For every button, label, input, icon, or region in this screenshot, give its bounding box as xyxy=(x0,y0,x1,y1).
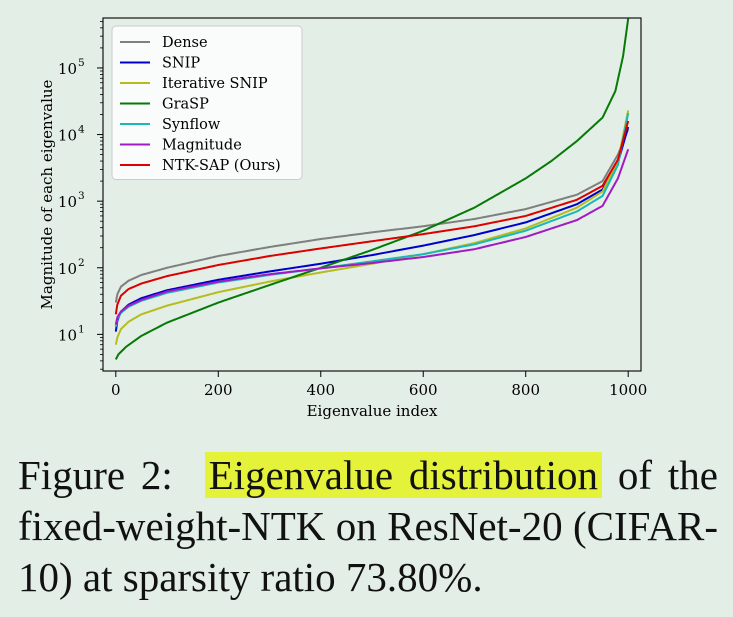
series-line-snip xyxy=(114,126,630,332)
plot-frame xyxy=(102,17,642,372)
legend-label: Synflow xyxy=(162,117,221,133)
y-tick-label: 10 xyxy=(58,260,77,278)
y-tick-label: 10 xyxy=(58,193,77,211)
series-line-magnitude xyxy=(114,148,630,325)
legend-label: Magnitude xyxy=(162,138,242,154)
series-line-dense xyxy=(114,128,630,303)
x-tick-label: 1000 xyxy=(609,381,647,399)
series-line-synflow xyxy=(114,112,630,327)
x-tick-label: 200 xyxy=(204,381,233,399)
y-tick-exponent: 5 xyxy=(78,57,85,69)
legend-label: GraSP xyxy=(162,97,209,113)
x-tick-label: 0 xyxy=(111,381,121,399)
y-tick-label: 10 xyxy=(58,326,77,344)
legend-label: Iterative SNIP xyxy=(162,76,268,92)
y-axis-label: Magnitude of each eigenvalue xyxy=(38,79,56,309)
figure-caption: Figure 2: Eigenvalue distribution of the… xyxy=(18,450,718,603)
y-tick-exponent: 2 xyxy=(78,257,85,269)
y-tick-exponent: 4 xyxy=(78,124,85,136)
series-line-ntk-sap-ours xyxy=(114,120,630,315)
legend-box xyxy=(111,25,303,180)
caption-highlight: Eigenvalue distribution xyxy=(204,452,602,498)
caption-prefix: Figure 2: xyxy=(18,452,173,498)
legend-label: NTK-SAP (Ours) xyxy=(162,158,281,174)
legend-label: Dense xyxy=(162,35,208,51)
x-axis-label: Eigenvalue index xyxy=(307,402,438,420)
y-tick-exponent: 3 xyxy=(78,190,85,202)
y-tick-label: 10 xyxy=(58,60,77,78)
y-tick-exponent: 1 xyxy=(78,323,85,335)
caption-rest: of the fixed-weight-NTK on ResNet-20 (CI… xyxy=(18,452,719,600)
x-tick-label: 400 xyxy=(306,381,335,399)
x-tick-label: 600 xyxy=(409,381,438,399)
legend-label: SNIP xyxy=(162,56,200,72)
y-tick-label: 10 xyxy=(58,127,77,145)
x-tick-label: 800 xyxy=(511,381,540,399)
series-line-grasp xyxy=(114,18,630,360)
